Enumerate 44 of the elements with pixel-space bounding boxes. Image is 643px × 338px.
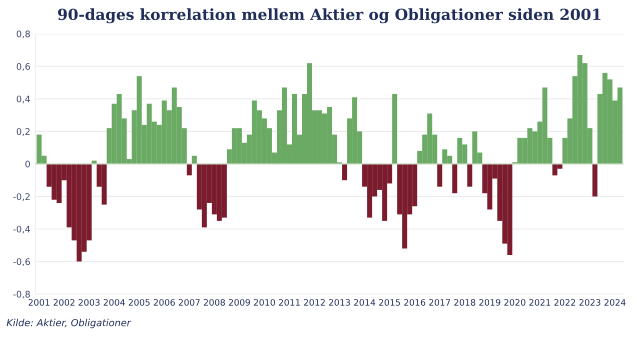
y-tick-label: 0,4 bbox=[16, 96, 30, 104]
y-tick-label: 0,8 bbox=[16, 30, 30, 38]
x-tick-label: 2010 bbox=[254, 299, 275, 306]
x-tick-label: 2004 bbox=[104, 299, 125, 306]
x-tick-label: 2011 bbox=[278, 299, 300, 306]
bar bbox=[452, 164, 458, 194]
x-tick-label: 2003 bbox=[78, 299, 100, 306]
bar bbox=[186, 164, 192, 176]
x-tick-label: 2023 bbox=[579, 299, 600, 306]
text: Kilde: Aktier, Obligationer bbox=[6, 318, 132, 328]
x-tick-label: 2012 bbox=[304, 299, 325, 306]
x-tick-label: 2008 bbox=[204, 299, 225, 306]
bar bbox=[192, 156, 197, 164]
x-tick-label: 2009 bbox=[228, 299, 250, 306]
x-tick-label: 2022 bbox=[554, 299, 576, 306]
y-tick-label: -0,6 bbox=[13, 258, 30, 266]
y-tick-label: 0 bbox=[25, 160, 30, 168]
x-tick-label: 2014 bbox=[354, 299, 376, 306]
bar bbox=[437, 164, 442, 187]
x-tick-label: 2016 bbox=[404, 299, 426, 306]
bar bbox=[392, 94, 398, 164]
bar bbox=[592, 164, 598, 196]
y-tick-label: -0,8 bbox=[13, 290, 30, 299]
x-tick-label: 2005 bbox=[128, 299, 150, 306]
y-tick-label: -0,2 bbox=[13, 193, 30, 201]
x-tick-label: 2017 bbox=[429, 299, 450, 306]
x-tick-label: 2006 bbox=[154, 299, 175, 306]
y-tick-label: 0,2 bbox=[16, 128, 30, 136]
x-tick-label: 2018 bbox=[454, 299, 476, 306]
x-tick-label: 2007 bbox=[178, 299, 200, 306]
chart-title: 90-dages korrelation mellem Aktier og Obligationer siden 2001 bbox=[58, 8, 600, 24]
x-tick-label: 2015 bbox=[379, 299, 400, 306]
x-tick-label: 2002 bbox=[54, 299, 74, 306]
y-tick-label: -0,4 bbox=[13, 226, 30, 234]
y-tick-label: 0,6 bbox=[16, 63, 30, 71]
bar bbox=[92, 160, 97, 164]
x-tick-label: 2001 bbox=[28, 299, 50, 306]
x-tick-label: 2019 bbox=[479, 299, 500, 306]
x-tick-label: 2013 bbox=[329, 299, 350, 306]
x-tick-label: 2024 bbox=[604, 299, 626, 306]
bar bbox=[342, 164, 348, 180]
bar bbox=[467, 164, 472, 187]
x-tick-label: 2021 bbox=[529, 299, 550, 306]
x-tick-label: 2020 bbox=[504, 299, 526, 306]
